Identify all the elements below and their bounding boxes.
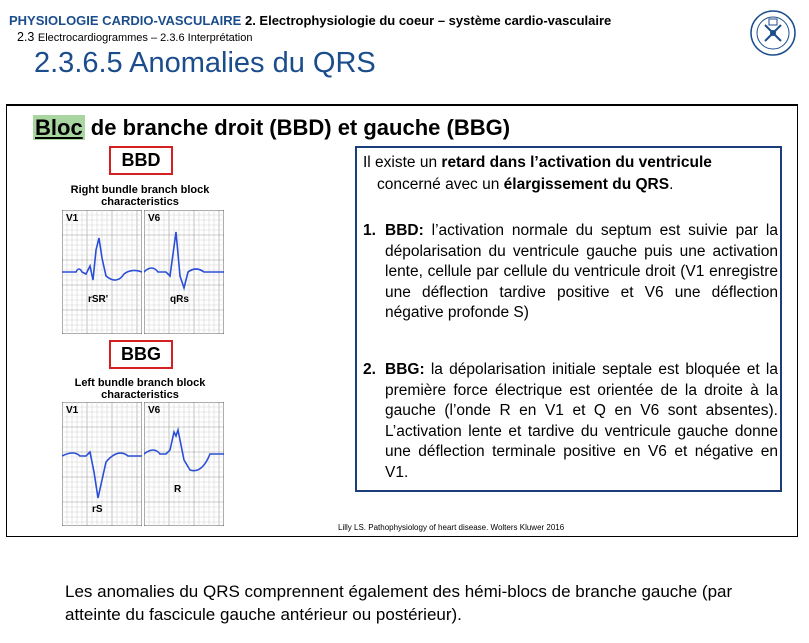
intro-text-c: concerné avec un xyxy=(377,176,504,193)
lbbb-v6-pattern-label: R xyxy=(174,484,182,495)
slide-frame xyxy=(6,104,798,537)
intro-text-a: Il existe un xyxy=(363,154,442,171)
ecg-grid xyxy=(144,210,224,334)
intro-text-e: . xyxy=(669,176,674,193)
item1-bold: BBD: xyxy=(385,222,424,239)
ecg-grid xyxy=(62,402,142,526)
item2-text: la dépolarisation initiale septale est b… xyxy=(385,361,778,481)
university-seal-logo xyxy=(750,10,796,56)
intro-text-b: retard dans l’activation du ventricule xyxy=(441,154,712,171)
intro-line-1: Il existe un retard dans l’activation du… xyxy=(363,153,773,174)
lbbb-title-line1: Left bundle branch block xyxy=(74,377,206,389)
rbbb-v6-lead-label: V6 xyxy=(148,213,161,224)
chapter-name: 2. Electrophysiologie du coeur – système… xyxy=(244,13,612,28)
lbbb-figure-title: Left bundle branch block characteristics xyxy=(60,377,220,401)
section-name: Electrocardiogrammes – 2.3.6 Interprétat… xyxy=(37,32,253,44)
citation: Lilly LS. Pathophysiology of heart disea… xyxy=(338,523,565,532)
course-name: PHYSIOLOGIE CARDIO-VASCULAIRE xyxy=(9,13,242,28)
section-breadcrumb: 2.3 Electrocardiogrammes – 2.3.6 Interpr… xyxy=(17,30,252,44)
heading-highlight: Bloc xyxy=(33,115,85,140)
item1-text: l’activation normale du septum est suivi… xyxy=(385,222,778,321)
lbbb-v1-lead-label: V1 xyxy=(66,405,79,416)
heading-rest: de branche droit (BBD) et gauche (BBG) xyxy=(84,115,511,140)
lbbb-v6-ecg-panel: V6 R xyxy=(144,402,224,526)
item1-paragraph: BBD: l’activation normale du septum est … xyxy=(385,221,778,324)
ecg-grid xyxy=(144,402,224,526)
bbg-label: BBG xyxy=(109,340,173,369)
section-heading: Bloc de branche droit (BBD) et gauche (B… xyxy=(33,115,510,141)
rbbb-v6-pattern-label: qRs xyxy=(170,294,189,305)
item2-paragraph: BBG: la dépolarisation initiale septale … xyxy=(385,360,778,483)
rbbb-v1-ecg-panel: V1 rSR' xyxy=(62,210,142,334)
intro-line-2: concerné avec un élargissement du QRS. xyxy=(377,175,673,196)
explanation-box xyxy=(355,146,782,492)
rbbb-title-line1: Right bundle branch block xyxy=(70,184,210,196)
lbbb-title-line2: characteristics xyxy=(101,389,179,401)
intro-text-d: élargissement du QRS xyxy=(503,176,670,193)
page-title: 2.3.6.5 Anomalies du QRS xyxy=(34,47,376,79)
rbbb-title-line2: characteristics xyxy=(101,196,179,208)
item2-number: 2. xyxy=(363,361,376,378)
lbbb-v1-ecg-panel: V1 rS xyxy=(62,402,142,526)
rbbb-v1-lead-label: V1 xyxy=(66,213,79,224)
item1-number: 1. xyxy=(363,222,376,239)
ecg-grid xyxy=(62,210,142,334)
section-number: 2.3 xyxy=(17,30,35,44)
item2-bold: BBG: xyxy=(385,361,425,378)
rbbb-v1-pattern-label: rSR' xyxy=(88,294,108,305)
rbbb-figure-title: Right bundle branch block characteristic… xyxy=(60,184,220,208)
course-header: PHYSIOLOGIE CARDIO-VASCULAIRE 2. Electro… xyxy=(9,13,611,28)
lbbb-v6-lead-label: V6 xyxy=(148,405,161,416)
footer-text: Les anomalies du QRS comprennent égaleme… xyxy=(65,582,733,624)
bbd-label: BBD xyxy=(109,146,173,175)
rbbb-v6-ecg-panel: V6 qRs xyxy=(144,210,224,334)
slide-frame-top xyxy=(6,104,798,106)
lbbb-v1-pattern-label: rS xyxy=(92,504,103,515)
